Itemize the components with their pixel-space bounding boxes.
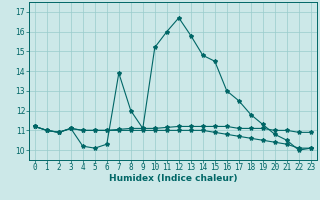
X-axis label: Humidex (Indice chaleur): Humidex (Indice chaleur) bbox=[108, 174, 237, 183]
